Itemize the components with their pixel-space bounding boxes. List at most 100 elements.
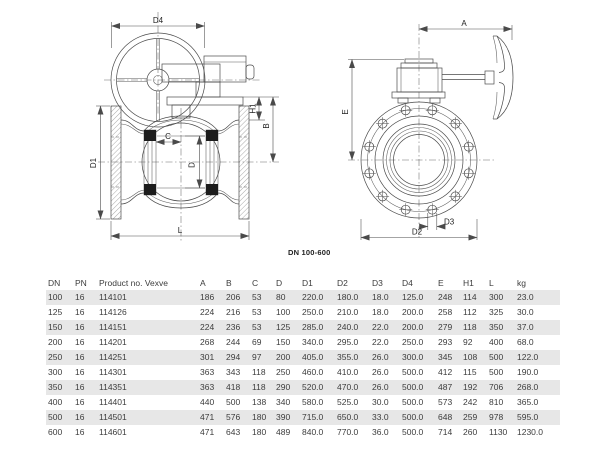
front-view-drawing: A E D3 D2	[341, 19, 514, 241]
table-cell: 248	[436, 290, 461, 305]
table-cell: 16	[73, 410, 97, 425]
table-cell: 192	[461, 380, 487, 395]
table-cell: 242	[463, 397, 478, 408]
table-cell: 405.0	[300, 350, 335, 365]
table-cell: 580.0	[302, 397, 324, 408]
table-cell: 294	[224, 350, 250, 365]
table-cell: 100	[46, 290, 73, 305]
table-cell: 285.0	[300, 320, 335, 335]
table-cell: 840.0	[302, 427, 324, 438]
table-cell: 259	[461, 410, 487, 425]
valve-technical-drawing: D4 C D D1 L H1 B	[89, 12, 514, 242]
table-cell: 108	[461, 350, 487, 365]
table-cell: 500	[226, 397, 241, 408]
table-cell: 365.0	[517, 397, 539, 408]
table-row: 500 16 114501 471 576 180 390 715.0 650.0 33.0 500…	[46, 410, 560, 425]
table-cell: 80	[274, 290, 300, 305]
spokes	[117, 39, 199, 121]
table-cell: 418	[224, 380, 250, 395]
table-cell: 1130	[489, 427, 508, 438]
table-cell: 240.0	[335, 320, 370, 335]
table-cell: 300.0	[400, 350, 436, 365]
gear-housing	[161, 55, 255, 98]
table-cell: 250.0	[302, 307, 324, 318]
table-row: 400 16 114401 440 500 138 340 580.0 525.0 30.0 500…	[46, 395, 560, 410]
table-cell: 30.0	[517, 307, 534, 318]
dim-label-d1: D1	[89, 157, 98, 168]
table-cell: 412	[438, 367, 453, 378]
table-row: 250 16 114251 301 294 97 200 405.0 355.0 26.0 300.…	[46, 350, 560, 365]
table-cell: 118	[252, 367, 266, 378]
table-cell: 16	[73, 320, 97, 335]
dim-label-c: C	[165, 132, 171, 141]
table-cell: 810	[489, 397, 504, 408]
table-cell: 350	[487, 320, 515, 335]
table-cell: 18.0	[372, 307, 389, 318]
table-header-cell: A	[200, 277, 206, 288]
table-cell: 300	[48, 367, 63, 378]
dim-label-e: E	[341, 109, 350, 114]
table-cell: 500.0	[402, 427, 424, 438]
table-cell: 22.0	[372, 337, 389, 348]
table-row: 100 16 114101 186 206 53 80 220.0 180.0 18.0 125.0…	[46, 290, 560, 305]
table-cell: 440	[200, 397, 215, 408]
table-cell: 279	[436, 320, 461, 335]
table-cell: 16	[73, 290, 97, 305]
table-cell: 114401	[99, 397, 127, 408]
table-cell: 114101	[97, 290, 198, 305]
table-cell: 236	[224, 320, 250, 335]
table-cell: 573	[438, 397, 453, 408]
table-cell: 363	[198, 380, 224, 395]
table-cell: 487	[436, 380, 461, 395]
table-header-cell: D4	[402, 277, 413, 288]
table-cell: 500.0	[402, 367, 424, 378]
table-cell: 500.0	[402, 397, 424, 408]
table-cell: 1230.0	[517, 427, 543, 438]
table-cell: 220.0	[300, 290, 335, 305]
table-cell: 26.0	[372, 367, 389, 378]
table-cell: 138	[252, 397, 267, 408]
table-cell: 345	[436, 350, 461, 365]
table-cell: 122.0	[515, 350, 560, 365]
centerlines	[348, 24, 496, 240]
table-cell: 471	[200, 427, 215, 438]
table-cell: 600	[48, 427, 63, 438]
table-cell: 714	[438, 427, 453, 438]
table-cell: 500.0	[400, 380, 436, 395]
table-cell: 258	[438, 307, 453, 318]
table-cell: 16	[75, 337, 85, 348]
table-header-cell: D2	[337, 277, 348, 288]
table-cell: 114351	[97, 380, 198, 395]
side-view-drawing: D4 C D D1 L H1 B	[89, 12, 279, 242]
table-cell: 340.0	[302, 337, 324, 348]
table-cell: 68.0	[517, 337, 534, 348]
table-cell: 190.0	[517, 367, 539, 378]
table-cell: 250	[46, 350, 73, 365]
table-cell: 53	[252, 307, 262, 318]
dim-label-d3: D3	[444, 218, 455, 227]
dim-label-h1: H1	[249, 103, 258, 114]
table-cell: 500.0	[400, 410, 436, 425]
table-cell: 978	[487, 410, 515, 425]
table-cell: 118	[250, 380, 274, 395]
table-cell: 355.0	[335, 350, 370, 365]
table-header-cell: H1	[463, 277, 474, 288]
table-cell: 650.0	[335, 410, 370, 425]
dim-label-d2: D2	[412, 228, 423, 237]
table-cell: 363	[200, 367, 215, 378]
gearbox	[391, 58, 446, 104]
table-cell: 200	[274, 350, 300, 365]
table-cell: 224	[200, 307, 215, 318]
table-cell: 53	[250, 290, 274, 305]
front-view-dimensions: A E D3 D2	[341, 19, 513, 241]
table-cell: 216	[226, 307, 241, 318]
table-header-cell: Product no. Vexve	[99, 277, 168, 288]
table-cell: 500	[46, 410, 73, 425]
table-cell: 343	[226, 367, 241, 378]
table-cell: 118	[461, 320, 487, 335]
table-cell: 33.0	[370, 410, 400, 425]
table-cell: 114501	[97, 410, 198, 425]
table-cell: 595.0	[515, 410, 560, 425]
bolt-holes	[362, 103, 476, 217]
